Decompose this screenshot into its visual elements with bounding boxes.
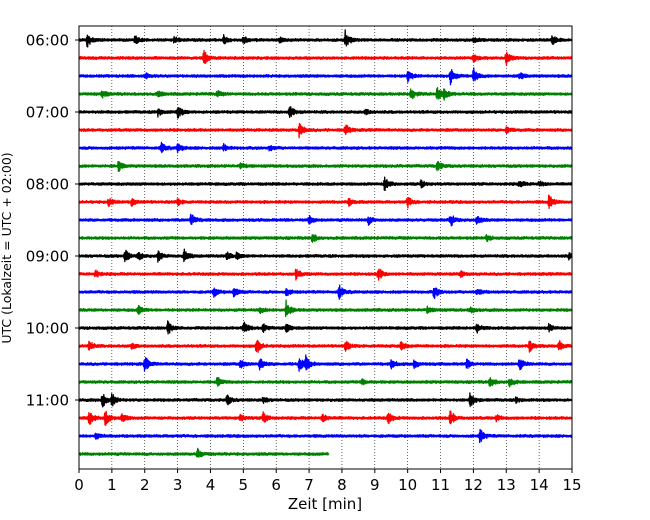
plot-area-frame xyxy=(78,25,573,470)
y-axis-label: UTC (Lokalzeit = UTC + 02:00) xyxy=(0,152,14,343)
trace-row-13 xyxy=(78,268,573,281)
trace-row-10 xyxy=(78,213,573,227)
trace-row-22 xyxy=(78,428,573,444)
x-tick-label-10: 10 xyxy=(398,476,417,494)
trace-row-12 xyxy=(78,248,573,263)
x-axis-ticks: 0 1 2 3 4 5 6 7 8 9 10 11 12 13 14 15 xyxy=(74,469,582,494)
trace-row-21 xyxy=(78,410,573,426)
y-tick-label-1: 07:00 xyxy=(26,104,69,122)
x-tick-label-13: 13 xyxy=(497,476,516,494)
trace-row-6 xyxy=(78,141,573,154)
trace-row-4 xyxy=(78,106,573,119)
x-tick-label-0: 0 xyxy=(74,476,84,494)
x-grid xyxy=(111,26,540,469)
y-tick-label-3: 09:00 xyxy=(26,248,69,266)
x-tick-label-15: 15 xyxy=(562,476,581,494)
trace-row-16 xyxy=(78,320,573,335)
trace-row-7 xyxy=(78,160,573,172)
trace-row-11 xyxy=(78,233,573,243)
x-tick-label-2: 2 xyxy=(140,476,150,494)
x-axis-label: Zeit [min] xyxy=(288,495,362,513)
y-tick-label-0: 06:00 xyxy=(26,32,69,50)
x-tick-label-7: 7 xyxy=(304,476,314,494)
x-tick-label-6: 6 xyxy=(271,476,281,494)
seismic-traces xyxy=(78,29,573,458)
trace-row-5 xyxy=(78,122,573,139)
trace-row-14 xyxy=(78,284,573,300)
trace-row-0 xyxy=(78,29,573,48)
trace-row-1 xyxy=(78,49,573,66)
trace-row-23 xyxy=(78,447,330,458)
x-tick-label-12: 12 xyxy=(464,476,483,494)
trace-row-17 xyxy=(78,339,573,354)
trace-row-19 xyxy=(78,377,573,388)
trace-row-20 xyxy=(78,392,573,408)
trace-row-3 xyxy=(78,86,573,101)
trace-row-15 xyxy=(78,299,573,318)
y-tick-label-2: 08:00 xyxy=(26,176,69,194)
x-tick-label-11: 11 xyxy=(431,476,450,494)
x-tick-label-5: 5 xyxy=(239,476,249,494)
y-axis-ticks: 06:00 07:00 08:00 09:00 10:00 11:00 xyxy=(26,32,79,410)
y-tick-label-4: 10:00 xyxy=(26,320,69,338)
x-tick-label-3: 3 xyxy=(173,476,183,494)
x-tick-label-1: 1 xyxy=(107,476,117,494)
trace-row-2 xyxy=(78,67,573,86)
trace-row-18 xyxy=(78,354,573,372)
y-tick-label-5: 11:00 xyxy=(26,392,69,410)
x-tick-label-4: 4 xyxy=(206,476,216,494)
x-tick-label-8: 8 xyxy=(337,476,347,494)
trace-row-8 xyxy=(78,176,573,191)
trace-row-9 xyxy=(78,194,573,209)
x-tick-label-9: 9 xyxy=(370,476,380,494)
x-tick-label-14: 14 xyxy=(530,476,549,494)
